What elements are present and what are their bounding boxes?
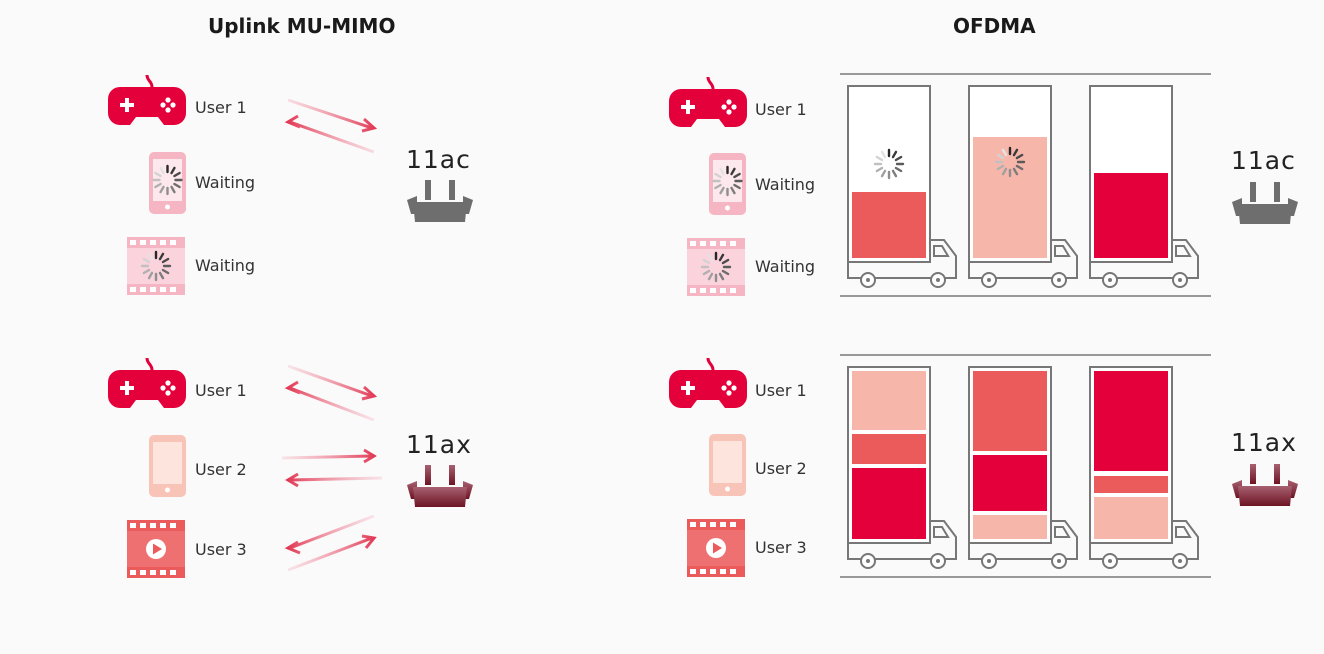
- loading-spinner-icon: [140, 250, 172, 282]
- router-icon: [407, 180, 473, 222]
- film-icon: [687, 519, 745, 577]
- ofdma-ax-user3-label: User 3: [755, 538, 807, 557]
- mimo-ac-waiting-label-1: Waiting: [195, 173, 256, 192]
- ofdma-ax-standard-label: 11ax: [1231, 428, 1297, 457]
- mimo-ax-standard-label: 11ax: [406, 430, 472, 459]
- ofdma-title: OFDMA: [953, 14, 1036, 38]
- loading-spinner-icon: [994, 146, 1026, 178]
- mimo-ax-arrows: [281, 364, 383, 572]
- ofdma-ax-trucks: [840, 354, 1211, 578]
- gamepad-icon: [669, 76, 747, 127]
- loading-spinner-icon: [700, 251, 732, 283]
- mimo-ax-user3-label: User 3: [195, 540, 247, 559]
- router-icon: [407, 465, 473, 507]
- mu-mimo-title: Uplink MU-MIMO: [208, 14, 396, 38]
- ofdma-ac-waiting-label-1: Waiting: [755, 175, 816, 194]
- loading-spinner-icon: [873, 148, 905, 180]
- film-icon: [127, 237, 185, 295]
- ofdma-ac-waiting-label-2: Waiting: [755, 257, 816, 276]
- mimo-ac-waiting-label-2: Waiting: [195, 256, 256, 275]
- ofdma-ax-user1-label: User 1: [755, 381, 807, 400]
- mimo-ax-user2-label: User 2: [195, 460, 247, 479]
- gamepad-icon: [108, 74, 186, 125]
- ofdma-ax-user2-label: User 2: [755, 459, 807, 478]
- mimo-ac-standard-label: 11ac: [406, 145, 471, 174]
- film-icon: [127, 520, 185, 578]
- film-icon: [687, 238, 745, 296]
- mimo-ac-user1-label: User 1: [195, 98, 247, 117]
- ofdma-ac-standard-label: 11ac: [1231, 146, 1296, 175]
- mimo-ax-user1-label: User 1: [195, 381, 247, 400]
- router-icon: [1232, 182, 1298, 224]
- router-icon: [1232, 464, 1298, 506]
- gamepad-icon: [108, 357, 186, 408]
- phone-icon: [709, 153, 746, 215]
- loading-spinner-icon: [152, 164, 183, 196]
- phone-icon: [709, 434, 746, 496]
- mimo-ac-arrows: [284, 98, 378, 154]
- phone-icon: [149, 435, 186, 497]
- ofdma-ac-trucks: [840, 73, 1211, 297]
- loading-spinner-icon: [712, 165, 743, 197]
- ofdma-ac-user1-label: User 1: [755, 100, 807, 119]
- gamepad-icon: [669, 357, 747, 408]
- phone-icon: [149, 152, 186, 214]
